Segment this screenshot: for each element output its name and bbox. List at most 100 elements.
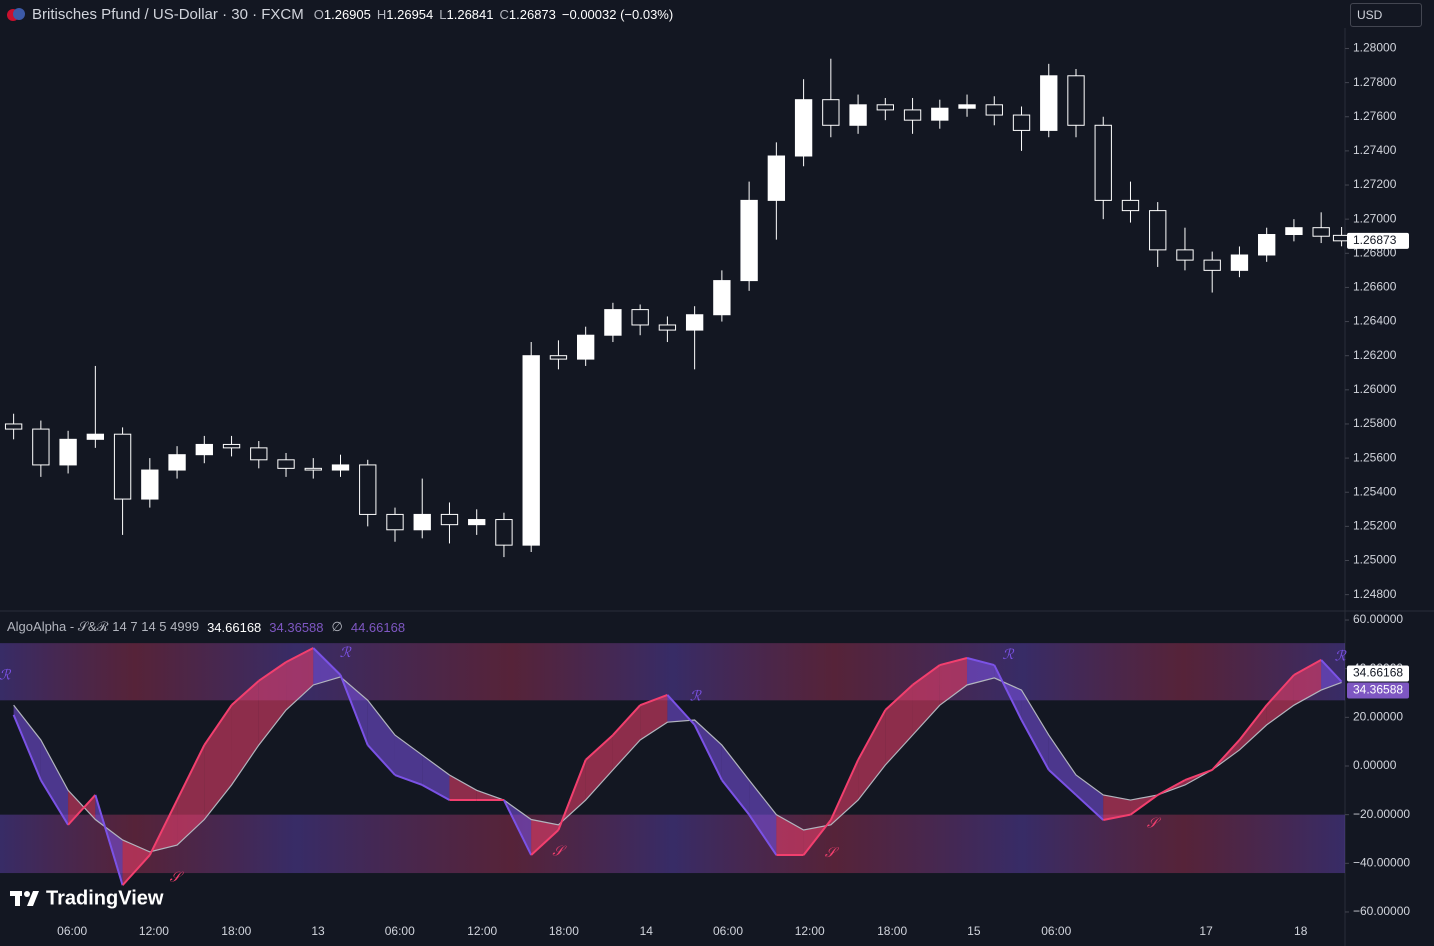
fill-band (1266, 675, 1294, 725)
candle-body (1285, 227, 1303, 236)
fill-band (1293, 659, 1322, 706)
main-line (148, 799, 178, 856)
signal-marker: ℛ (340, 644, 352, 660)
price-tag-label: 34.36588 (1353, 683, 1403, 697)
ohlc-label: L (439, 6, 447, 22)
y-tick-label: −40.00000 (1353, 855, 1410, 869)
main-line (67, 794, 97, 826)
ohlc-label: H (376, 6, 387, 22)
fill-band (177, 745, 205, 846)
y-tick-label: 60.00000 (1353, 612, 1403, 626)
indicator-title: AlgoAlpha - 𝒮&ℛ 14 7 14 5 4999 (7, 619, 200, 634)
main-line (1320, 659, 1343, 683)
fill-band (258, 662, 287, 746)
main-line (721, 779, 750, 816)
fill-band (95, 794, 123, 886)
x-tick-label: 18:00 (877, 924, 907, 938)
candle-body (250, 447, 268, 461)
price-tag (1347, 682, 1409, 699)
main-line (857, 709, 887, 761)
indicator-value: 44.66168 (350, 619, 406, 635)
candle-body (876, 104, 894, 111)
candle-body (849, 104, 867, 126)
candle-body (1094, 124, 1112, 201)
candle-body (1176, 249, 1194, 261)
candle-body (386, 513, 404, 531)
main-line (367, 744, 396, 776)
main-line (1184, 768, 1213, 782)
fill-band (367, 700, 395, 776)
fill-band (449, 775, 477, 801)
signal-marker: ℛ (1335, 648, 1347, 664)
y-tick-label: 1.26400 (1353, 314, 1397, 328)
fill-band (122, 839, 150, 886)
fill-band (640, 694, 668, 740)
main-line (966, 657, 995, 667)
y-tick-label: −60.00000 (1353, 904, 1410, 918)
fill-band (939, 657, 968, 706)
candle-body (59, 438, 77, 466)
fill-band (776, 814, 804, 856)
candle-body (86, 433, 105, 440)
y-tick-label: 20.00000 (1353, 710, 1403, 724)
y-tick-label: 1.27600 (1353, 109, 1397, 123)
main-line (911, 664, 941, 686)
signal-marker: ℛ (1002, 646, 1014, 662)
candle-body (576, 334, 595, 360)
symbol-header: Britisches Pfund / US-Dollar · 30 · FXCM… (6, 4, 673, 24)
x-tick-label: 06:00 (57, 924, 87, 938)
candle-body (549, 355, 568, 360)
fill-band (1048, 735, 1076, 795)
main-line (421, 784, 450, 801)
candle-body (1121, 199, 1140, 212)
signal-marker: ℛ (690, 688, 702, 704)
currency-button[interactable]: USD (1350, 3, 1422, 27)
main-line (339, 674, 369, 746)
indicator-value: 34.36588 (269, 619, 324, 635)
x-tick-label: 18:00 (221, 924, 251, 938)
indicator-symbol: ∅ (331, 619, 343, 634)
tradingview-logo: TradingView (10, 887, 164, 909)
main-line (939, 657, 968, 667)
indicator-value: 34.66168 (207, 619, 262, 635)
candle-body (931, 107, 949, 121)
candle-body (631, 309, 649, 326)
fill-band (749, 780, 777, 856)
y-tick-label: 1.26000 (1353, 382, 1397, 396)
fill-band (231, 680, 259, 785)
main-line (258, 661, 287, 682)
zone (0, 814, 1345, 874)
x-tick-label: 13 (311, 924, 325, 938)
y-tick-label: 1.27800 (1353, 75, 1397, 89)
y-tick-label: 1.27000 (1353, 211, 1397, 225)
candle-body (168, 454, 186, 471)
fill-band (1021, 690, 1049, 770)
y-tick-label: 0.00000 (1353, 758, 1397, 772)
candle-body (522, 355, 540, 546)
main-line (285, 647, 314, 664)
fill-band (1103, 794, 1131, 821)
candle-body (113, 433, 132, 500)
candle-body (413, 513, 431, 531)
candle-body (1203, 259, 1221, 271)
main-line (1048, 769, 1077, 796)
candle-body (4, 423, 23, 430)
x-tick-label: 17 (1199, 924, 1213, 938)
y-tick-label: 1.27400 (1353, 143, 1397, 157)
candle-body (331, 464, 350, 471)
fill-band (585, 735, 613, 801)
price-tag-label: 1.26873 (1353, 233, 1397, 247)
ohlc-value: 1.26873 (508, 6, 556, 22)
fill-band (612, 705, 641, 770)
fill-band (313, 648, 341, 685)
price-tag-label: 34.66168 (1353, 666, 1403, 680)
y-tick-label: 1.25600 (1353, 450, 1397, 464)
fill-band (858, 710, 886, 801)
ohlc-label: O (313, 6, 324, 22)
main-line (1020, 719, 1050, 771)
candle-body (195, 443, 213, 456)
ohlc-label: C (499, 6, 509, 22)
x-tick-label: 06:00 (713, 924, 743, 938)
candle-body (658, 324, 677, 331)
indicator-header: AlgoAlpha - 𝒮&ℛ 14 7 14 5 4999 34.66168 … (7, 618, 405, 636)
